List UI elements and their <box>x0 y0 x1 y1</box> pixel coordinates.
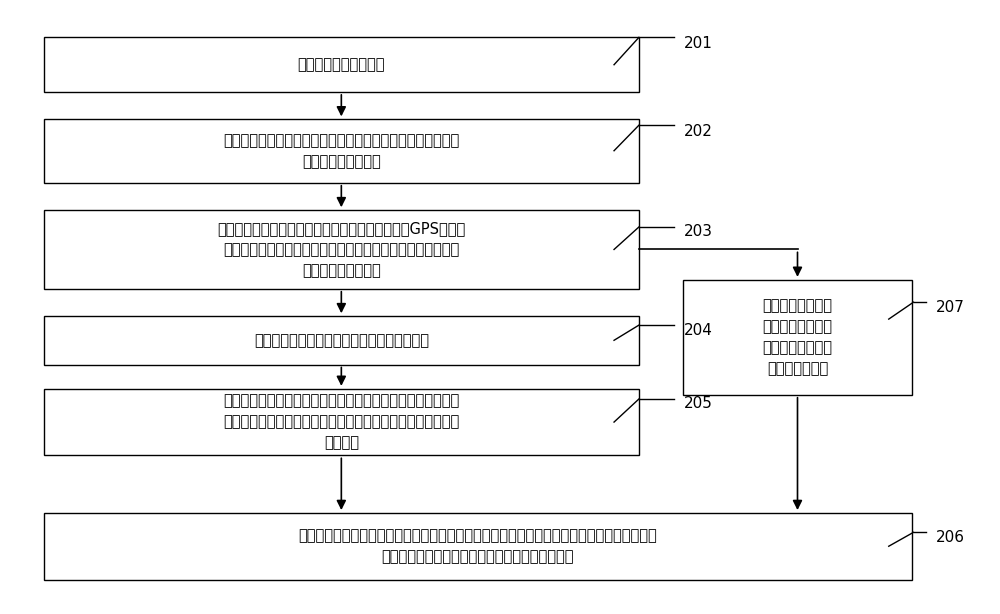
Bar <box>44 37 639 92</box>
Text: 201: 201 <box>683 36 712 51</box>
Bar <box>44 316 639 365</box>
Text: 根据空中三角测量
绝对定向结果自动
生成电力线下方地
物密集三维点云: 根据空中三角测量 绝对定向结果自动 生成电力线下方地 物密集三维点云 <box>763 298 833 376</box>
Text: 根据单目相机序列影像、同名像点、同名核线执行GPS辅助空
中三角测量算法，确定目标点位和像片方位元素，获得空中三
角测量绝对定向结果: 根据单目相机序列影像、同名像点、同名核线执行GPS辅助空 中三角测量算法，确定目… <box>217 221 465 278</box>
Text: 根据立体像对对电力线进行立体量测，获取同一条电力线三个
以上节点的三维绝对坐标，并进行电力线拟合获得电力线弧垂
矢量模型: 根据立体像对对电力线进行立体量测，获取同一条电力线三个 以上节点的三维绝对坐标，… <box>223 394 459 451</box>
Text: 204: 204 <box>683 322 712 338</box>
Text: 202: 202 <box>683 124 712 139</box>
Bar <box>44 513 912 580</box>
Text: 对单目相机序列影像提取特征点，并进行二维影像匹配，获得
同名核线和同名像点: 对单目相机序列影像提取特征点，并进行二维影像匹配，获得 同名核线和同名像点 <box>223 133 459 169</box>
Text: 205: 205 <box>683 397 712 411</box>
Text: 获取单目相机序列影像: 获取单目相机序列影像 <box>298 57 385 72</box>
Bar <box>44 210 639 289</box>
Text: 206: 206 <box>936 530 965 545</box>
Text: 根据空中三角测量绝对定向结果生成立体像对: 根据空中三角测量绝对定向结果生成立体像对 <box>254 333 429 348</box>
Bar <box>683 280 912 395</box>
Text: 203: 203 <box>683 223 712 239</box>
Text: 207: 207 <box>936 300 965 314</box>
Text: 根据电力线弧垂矢量模型计算电力线在铅垂线上与电力线下方地物密集三维点云的安全距离，
将安全距离与预设的阈值比较，获得安全检测结果: 根据电力线弧垂矢量模型计算电力线在铅垂线上与电力线下方地物密集三维点云的安全距离… <box>298 528 657 564</box>
Bar <box>44 119 639 183</box>
Bar <box>44 389 639 456</box>
